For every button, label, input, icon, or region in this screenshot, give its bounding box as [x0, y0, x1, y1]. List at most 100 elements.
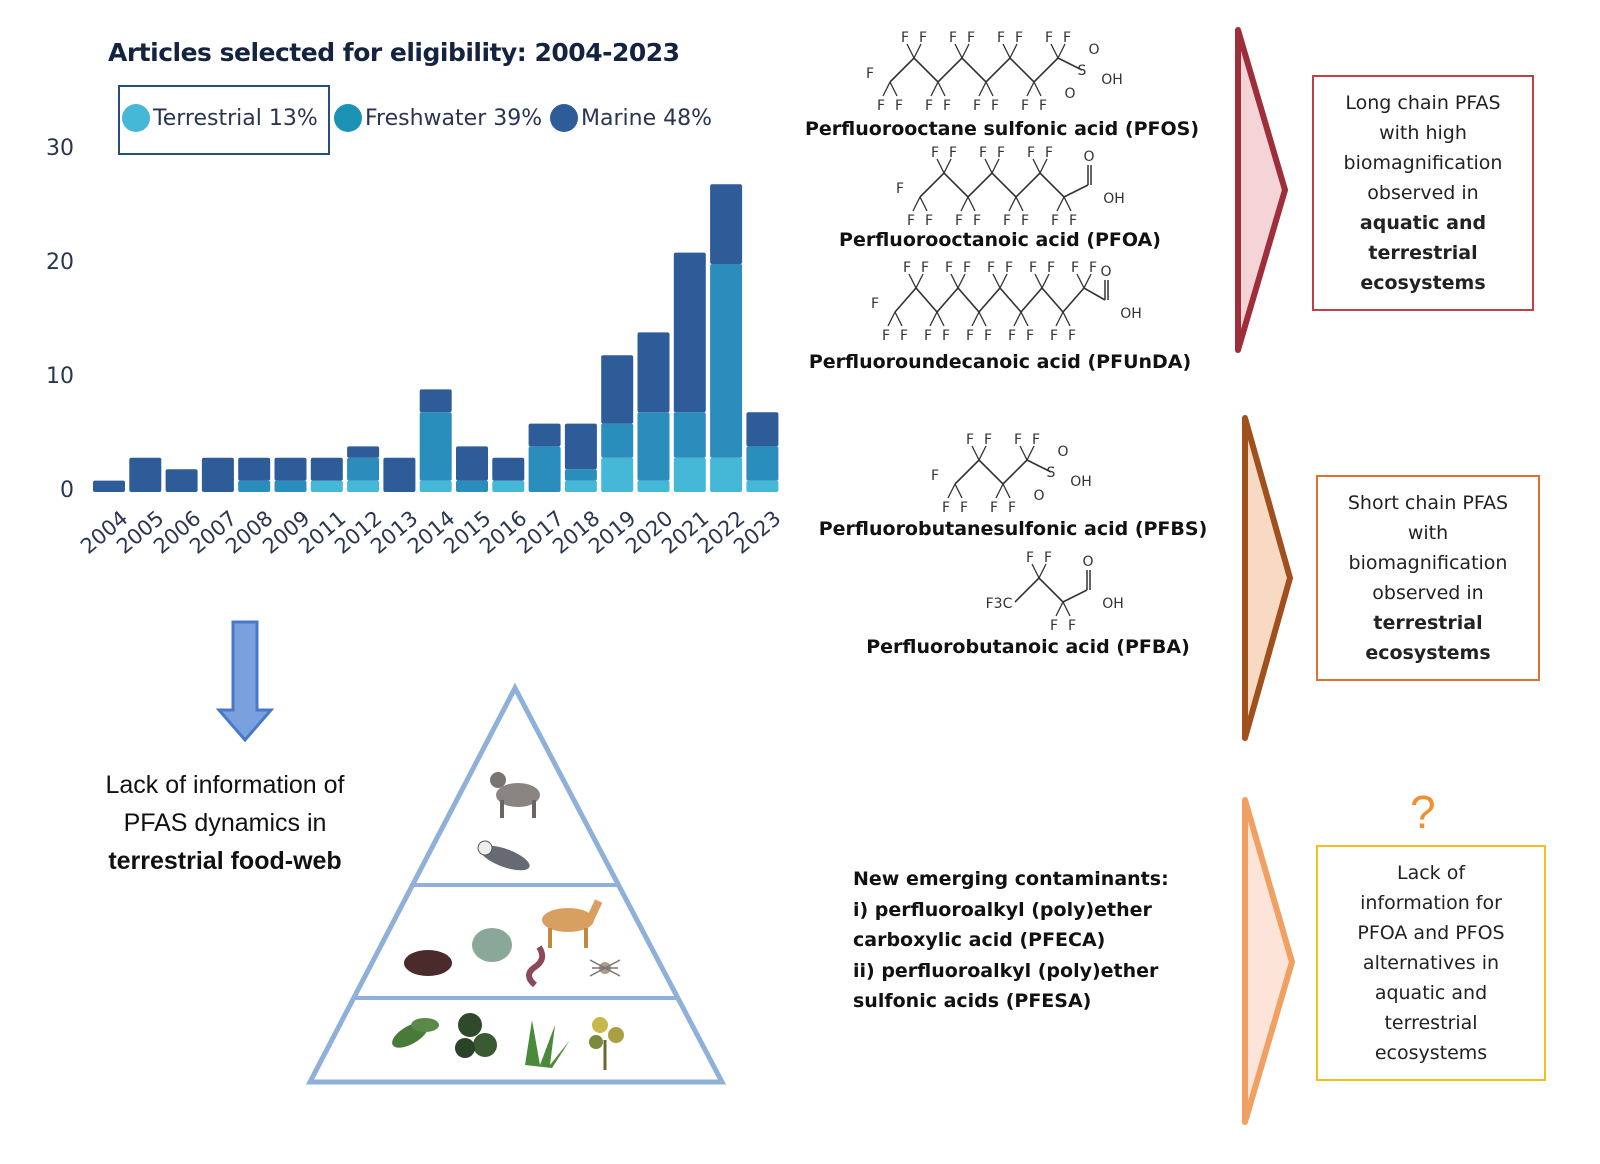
stacked-bar-chart	[93, 184, 779, 492]
svg-text:O: O	[1100, 264, 1111, 280]
bar-segment-2012-2	[347, 446, 380, 458]
plant-icon	[392, 1018, 439, 1048]
pfos-name: Perfluorooctane sulfonic acid (PFOS)	[804, 118, 1200, 140]
svg-text:F: F	[919, 30, 927, 46]
svg-text:F: F	[1029, 260, 1037, 276]
legend-freshwater: Freshwater 39%	[334, 104, 542, 132]
y-tick: 0	[60, 478, 74, 503]
svg-text:F: F	[871, 296, 879, 312]
text-line: aquatic and	[1374, 982, 1488, 1004]
bar-segment-2022-1	[710, 264, 743, 458]
svg-text:F: F	[966, 328, 974, 344]
svg-text:S: S	[1078, 63, 1087, 79]
text-line: New emerging contaminants:	[853, 868, 1169, 890]
legend-label: Terrestrial 13%	[153, 105, 318, 131]
svg-text:F: F	[949, 30, 957, 46]
legend-highlight-box	[118, 85, 330, 155]
text-line: Short chain PFAS	[1347, 492, 1509, 514]
svg-text:F: F	[984, 432, 992, 448]
aloe-icon	[525, 1020, 570, 1068]
text-line-bold: ecosystems	[1360, 272, 1486, 294]
svg-text:F: F	[1039, 98, 1047, 114]
bar-segment-2023-1	[746, 446, 779, 481]
bar-segment-2023-2	[746, 412, 779, 447]
alternatives-chevron-icon	[1242, 797, 1295, 1125]
svg-text:F: F	[1047, 260, 1055, 276]
svg-text:F: F	[990, 500, 998, 516]
svg-text:F: F	[1021, 98, 1029, 114]
bar-segment-2005-2	[129, 457, 162, 492]
svg-text:F: F	[984, 328, 992, 344]
bar-segment-2007-2	[201, 457, 234, 492]
svg-text:F: F	[1045, 30, 1053, 46]
text-line: with	[1407, 522, 1449, 544]
svg-text:F: F	[1005, 260, 1013, 276]
food-web-pyramid	[305, 682, 727, 1085]
svg-text:OH: OH	[1070, 474, 1092, 490]
svg-text:F: F	[1089, 260, 1097, 276]
bar-segment-2020-0	[637, 480, 670, 492]
bar-segment-2018-2	[564, 423, 597, 470]
text-line: Long chain PFAS	[1345, 92, 1501, 114]
svg-text:OH: OH	[1103, 191, 1125, 207]
svg-text:F: F	[1068, 328, 1076, 344]
down-arrow-icon	[215, 620, 275, 743]
text-line: information for	[1360, 892, 1502, 914]
pfoa-name: Perfluorooctanoic acid (PFOA)	[839, 229, 1161, 251]
text-line: PFOA and PFOS	[1357, 922, 1505, 944]
bar-segment-2018-0	[564, 480, 597, 492]
bar-segment-2017-1	[528, 446, 561, 492]
svg-text:F: F	[973, 213, 981, 229]
text-line-bold: terrestrial food-web	[108, 847, 342, 875]
bar-segment-2008-1	[238, 480, 271, 492]
long-chain-box: Long chain PFAS with high biomagnificati…	[1312, 75, 1534, 311]
svg-text:F: F	[1008, 500, 1016, 516]
bar-segment-2019-0	[601, 457, 634, 492]
emerging-contaminants-text: New emerging contaminants: i) perfluoroa…	[853, 864, 1169, 1017]
bar-segment-2020-1	[637, 412, 670, 481]
svg-text:F: F	[1026, 328, 1034, 344]
short-chain-chevron-icon	[1242, 415, 1293, 741]
text-line: Lack of	[1396, 862, 1466, 884]
text-line: Lack of information of	[105, 771, 345, 799]
svg-text:F: F	[924, 328, 932, 344]
svg-text:F: F	[931, 145, 939, 161]
svg-text:F: F	[921, 260, 929, 276]
svg-text:F: F	[973, 98, 981, 114]
svg-text:F: F	[1015, 30, 1023, 46]
svg-text:O: O	[1082, 554, 1093, 570]
legend-marine: Marine 48%	[550, 104, 712, 132]
svg-text:F: F	[1021, 213, 1029, 229]
svg-text:F: F	[1063, 30, 1071, 46]
bar-segment-2023-0	[746, 480, 779, 492]
earthworm-icon	[526, 945, 546, 988]
shrub-icon	[589, 1017, 624, 1070]
text-line-bold: ecosystems	[1365, 642, 1491, 664]
text-line: carboxylic acid (PFECA)	[853, 929, 1106, 951]
pfba-name: Perfluorobutanoic acid (PFBA)	[866, 636, 1190, 658]
bar-segment-2014-1	[419, 412, 452, 481]
bar-segment-2022-2	[710, 184, 743, 264]
boar-icon	[404, 950, 452, 976]
svg-text:F: F	[895, 98, 903, 114]
bar-segment-2015-1	[456, 480, 488, 492]
svg-text:F: F	[931, 468, 939, 484]
text-line: ii) perfluoroalkyl (poly)ether	[853, 959, 1159, 982]
text-line: sulfonic acids (PFESA)	[853, 990, 1092, 1012]
text-line: observed in	[1372, 582, 1484, 604]
bar-segment-2014-0	[419, 480, 452, 492]
chart-title: Articles selected for eligibility: 2004-…	[108, 38, 680, 67]
svg-text:F: F	[960, 500, 968, 516]
bar-segment-2021-0	[673, 457, 706, 492]
pfunda-name: Perfluoroundecanoic acid (PFUnDA)	[808, 351, 1192, 373]
svg-text:O: O	[1033, 488, 1044, 504]
text-line: terrestrial	[1384, 1012, 1478, 1034]
text-line: i) perfluoroalkyl (poly)ether	[853, 898, 1152, 921]
bar-segment-2020-2	[637, 332, 670, 413]
svg-text:O: O	[1057, 444, 1068, 460]
